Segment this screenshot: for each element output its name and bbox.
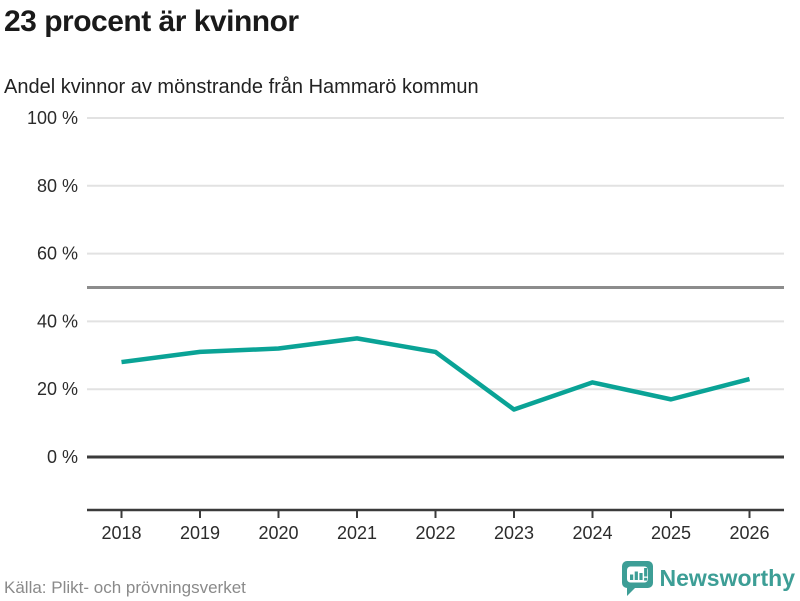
y-tick-label: 100 % (27, 108, 78, 128)
chart-subtitle: Andel kvinnor av mönstrande från Hammarö… (4, 76, 479, 98)
brand-logo[interactable]: Newsworthy (621, 561, 795, 596)
y-tick-label: 0 % (47, 447, 78, 467)
x-tick-label: 2020 (258, 523, 298, 543)
x-tick-label: 2023 (494, 523, 534, 543)
x-tick-label: 2018 (101, 523, 141, 543)
newsworthy-logo-icon (621, 561, 653, 596)
y-tick-label: 80 % (37, 176, 78, 196)
x-tick-label: 2022 (415, 523, 455, 543)
y-tick-label: 60 % (37, 244, 78, 264)
brand-name: Newsworthy (659, 565, 795, 591)
y-tick-label: 40 % (37, 311, 78, 331)
x-tick-label: 2024 (572, 523, 612, 543)
x-tick-label: 2021 (337, 523, 377, 543)
x-tick-label: 2026 (729, 523, 769, 543)
x-tick-label: 2025 (651, 523, 691, 543)
trend-line-women-share (121, 336, 751, 412)
y-tick-label: 20 % (37, 379, 78, 399)
x-tick-label: 2019 (180, 523, 220, 543)
page-title: 23 procent är kvinnor (4, 5, 299, 38)
source-note: Källa: Plikt- och prövningsverket (4, 578, 246, 597)
